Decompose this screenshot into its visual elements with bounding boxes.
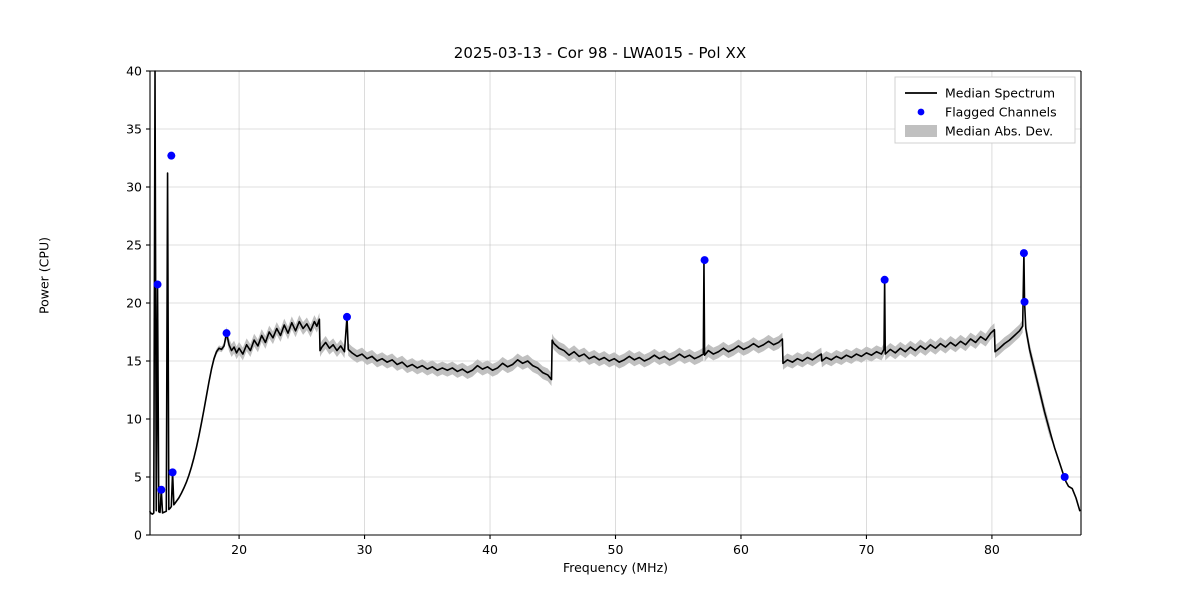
legend-label: Median Abs. Dev.	[945, 124, 1053, 139]
x-tick-label: 70	[858, 542, 874, 557]
flagged-channel-point[interactable]	[1060, 473, 1069, 481]
x-tick-label: 30	[357, 542, 373, 557]
median-spectrum-path	[149, 70, 1081, 515]
y-tick-label: 35	[126, 122, 142, 137]
axis-ticks: 20 30 40 50 60 70 80 0 5 10 15 20 25 30 35 40	[126, 64, 1000, 558]
y-tick-label: 40	[126, 64, 142, 79]
y-tick-label: 25	[126, 238, 142, 253]
legend-label: Flagged Channels	[945, 105, 1057, 120]
x-tick-label: 50	[608, 542, 624, 557]
y-tick-label: 20	[126, 296, 142, 311]
flagged-channel-point[interactable]	[342, 312, 351, 321]
flagged-channel-point[interactable]	[700, 256, 709, 265]
legend-swatch-band	[905, 125, 937, 137]
flagged-channel-point[interactable]	[157, 485, 166, 494]
flagged-channel-point[interactable]	[167, 151, 176, 160]
legend-label: Median Spectrum	[945, 86, 1055, 101]
flagged-channel-markers[interactable]	[153, 151, 1069, 494]
x-tick-label: 40	[482, 542, 498, 557]
median-spectrum-line	[149, 70, 1081, 515]
y-tick-label: 10	[126, 412, 142, 427]
flagged-channel-point[interactable]	[153, 280, 162, 289]
y-tick-label: 0	[134, 528, 142, 543]
legend-swatch-marker	[917, 108, 925, 116]
flagged-channel-point[interactable]	[880, 275, 889, 284]
flagged-channel-point[interactable]	[1019, 249, 1028, 258]
legend-box: Median Spectrum Flagged Channels Median Ab…	[894, 76, 1076, 144]
flagged-channel-point[interactable]	[222, 329, 231, 338]
x-tick-label: 80	[984, 542, 1000, 557]
page-title: 2025-03-13 - Cor 98 - LWA015 - Pol XX	[453, 44, 747, 62]
y-tick-label: 15	[126, 354, 142, 369]
flagged-channel-point[interactable]	[1020, 297, 1029, 306]
y-tick-label: 30	[126, 180, 142, 195]
x-tick-label: 60	[733, 542, 749, 557]
x-tick-label: 20	[231, 542, 247, 557]
y-tick-label: 5	[134, 470, 142, 485]
x-axis-label: Frequency (MHz)	[562, 560, 669, 575]
flagged-channel-point[interactable]	[168, 468, 177, 477]
